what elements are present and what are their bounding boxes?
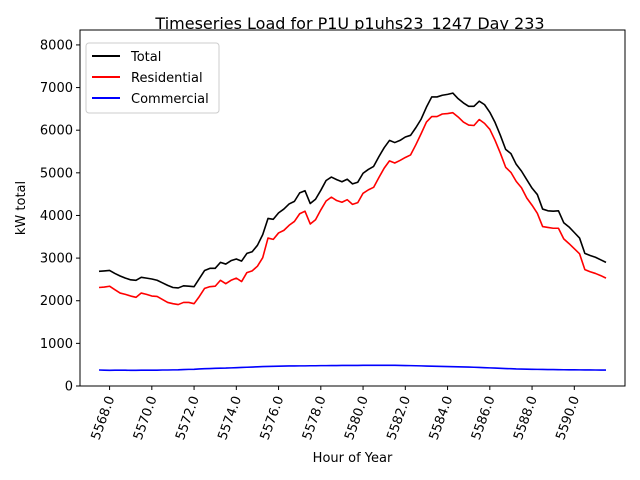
y-tick-label: 2000 — [40, 294, 73, 309]
x-axis: 5568.0 5570.0 5572.0 5574.0 5576.0 5578.0 5580… — [89, 386, 583, 442]
x-tick-label: 5590.0 — [553, 394, 583, 442]
series-layer — [98, 92, 607, 372]
series-line-residential — [98, 111, 607, 306]
series-line-total — [98, 92, 607, 289]
y-tick-label: 7000 — [40, 81, 73, 96]
chart-title: Timeseries Load for P1U p1uhs23_1247 Day… — [154, 14, 544, 34]
x-tick-label: 5570.0 — [131, 394, 161, 442]
y-axis-label: kW total — [14, 181, 29, 235]
y-tick-label: 0 — [65, 380, 73, 395]
x-tick-label: 5582.0 — [384, 394, 414, 442]
x-tick-label: 5568.0 — [89, 394, 119, 442]
x-axis-label: Hour of Year — [313, 451, 393, 466]
y-tick-label: 3000 — [40, 252, 73, 267]
legend: Total Residential Commercial — [85, 42, 220, 114]
x-tick-label: 5576.0 — [258, 394, 288, 442]
x-tick-label: 5572.0 — [173, 394, 203, 442]
x-tick-label: 5574.0 — [215, 394, 245, 442]
x-tick-label: 5584.0 — [427, 394, 457, 442]
y-tick-label: 6000 — [40, 124, 73, 139]
legend-label-commercial: Commercial — [131, 92, 209, 107]
y-tick-label: 4000 — [40, 209, 73, 224]
x-tick-label: 5586.0 — [469, 394, 499, 442]
x-tick-label: 5588.0 — [511, 394, 541, 442]
legend-label-total: Total — [130, 50, 161, 65]
x-tick-label: 5578.0 — [300, 394, 330, 442]
y-axis: 0 1000 2000 3000 4000 5000 6000 7000 8000 — [40, 38, 80, 395]
series-line-commercial — [98, 364, 606, 372]
y-tick-label: 8000 — [40, 38, 73, 53]
y-tick-label: 5000 — [40, 166, 73, 181]
legend-label-residential: Residential — [131, 71, 203, 86]
legend-box — [85, 42, 220, 114]
x-tick-label: 5580.0 — [342, 394, 372, 442]
plot-frame — [79, 29, 626, 387]
y-tick-label: 1000 — [40, 337, 73, 352]
